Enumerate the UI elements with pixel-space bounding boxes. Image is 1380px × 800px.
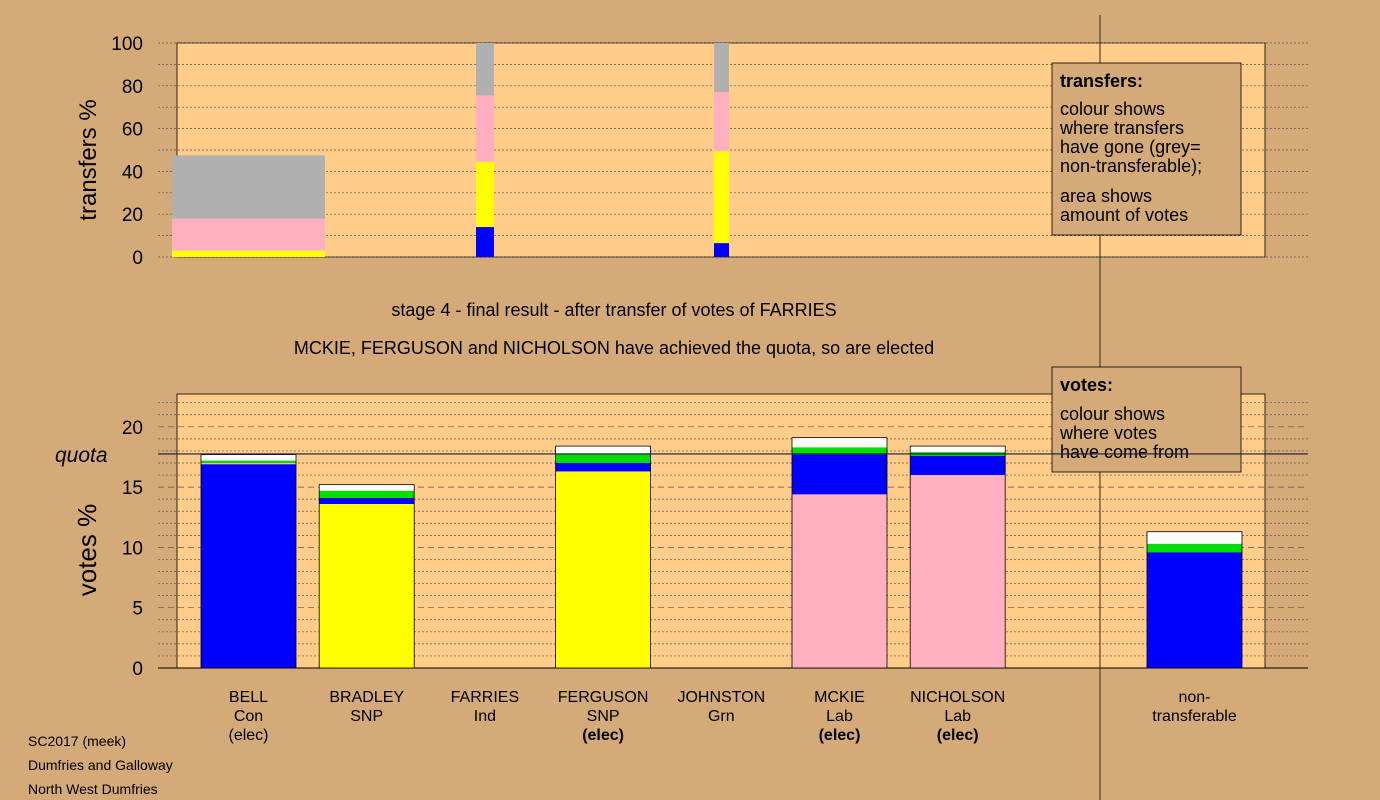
vote-bar-outline-nontransferable	[1146, 531, 1243, 669]
transfer-segment-bell-snp	[172, 250, 325, 257]
transfer-segment-farries-lab	[476, 95, 494, 162]
transfers-y-tick: 40	[122, 162, 143, 183]
candidate-name: FARRIES	[451, 689, 519, 706]
candidate-status: (elec)	[819, 727, 861, 744]
transfers-legend-line: where transfers	[1059, 118, 1184, 138]
candidate-party: Lab	[826, 708, 853, 725]
vote-bar-outline-bell	[200, 454, 297, 669]
candidate-name: NICHOLSON	[910, 689, 1005, 706]
votes-legend-line: have come from	[1060, 442, 1189, 462]
candidate-name: BELL	[229, 689, 268, 706]
quota-marker: quota	[55, 444, 1308, 467]
candidate-status: (elec)	[937, 727, 979, 744]
transfers-legend-title: transfers:	[1060, 71, 1143, 91]
vote-segment-bradley-snp	[319, 503, 415, 668]
transfer-segment-johnston-con	[714, 243, 729, 257]
transfers-legend-line: area shows	[1060, 186, 1152, 206]
votes-y-tick: 5	[132, 599, 143, 620]
vote-segment-bell-lab	[201, 462, 296, 465]
candidate-party: Con	[234, 708, 263, 725]
transfers-y-tick: 80	[122, 77, 143, 98]
vote-segment-bell-grn	[201, 460, 296, 463]
vote-bar-outline-mckie	[791, 437, 888, 669]
vote-segment-mckie-grn	[792, 447, 887, 455]
vote-segment-bradley-other	[319, 484, 415, 491]
transfer-segment-bell-nontransferable	[172, 155, 325, 219]
transfer-segment-johnston-snp	[714, 151, 729, 244]
vote-segment-nontransferable-con	[1147, 552, 1242, 668]
candidate-party: Ind	[474, 708, 496, 725]
nontransferable-label: non-	[1178, 689, 1210, 706]
transfers-legend-line: colour shows	[1060, 99, 1165, 119]
votes-y-tick: 20	[122, 418, 143, 439]
vote-segment-mckie-lab	[792, 494, 887, 668]
transfers-y-label: transfers %	[75, 99, 102, 220]
votes-y-label: votes %	[72, 504, 102, 597]
vote-segment-ferguson-grn	[555, 453, 651, 463]
candidate-status: (elec)	[228, 727, 268, 744]
candidate-name: BRADLEY	[329, 689, 404, 706]
candidate-name: FERGUSON	[558, 689, 649, 706]
votes-legend-line: where votes	[1059, 423, 1157, 443]
transfers-y-tick: 100	[111, 34, 143, 55]
footer-council: Dumfries and Galloway	[28, 757, 173, 773]
transfers-y-tick: 60	[122, 120, 143, 141]
votes-y-tick: 15	[122, 478, 143, 499]
vote-segment-bell-other	[201, 454, 296, 461]
vote-segment-nicholson-other	[910, 446, 1006, 453]
transfer-segment-bell-lab	[172, 218, 325, 251]
footer-election: SC2017 (meek)	[28, 733, 127, 749]
vote-segment-ferguson-other	[555, 446, 651, 454]
candidate-name: JOHNSTON	[677, 689, 765, 706]
candidate-party: SNP	[350, 708, 383, 725]
candidate-party: Lab	[944, 708, 971, 725]
vote-segment-nicholson-lab	[910, 475, 1006, 668]
vote-segment-nicholson-con	[910, 455, 1006, 476]
transfers-legend-line: non-transferable);	[1060, 156, 1202, 176]
transfers-y-tick: 0	[132, 248, 143, 269]
vote-segment-nontransferable-grn	[1147, 543, 1242, 553]
nontransferable-label: transferable	[1152, 708, 1237, 725]
votes-y-tick: 10	[122, 538, 143, 559]
candidate-name: MCKIE	[814, 689, 865, 706]
transfer-segment-farries-snp	[476, 161, 494, 228]
votes-legend-line: colour shows	[1060, 404, 1165, 424]
vote-bar-outline-ferguson	[555, 445, 651, 669]
candidate-status: (elec)	[582, 727, 624, 744]
transfer-segment-farries-con	[476, 227, 494, 257]
vote-segment-mckie-other	[792, 437, 887, 448]
vote-segment-bradley-grn	[319, 490, 415, 498]
transfers-legend-line: amount of votes	[1060, 205, 1188, 225]
votes-legend-title: votes:	[1060, 375, 1113, 395]
footer-ward: North West Dumfries	[28, 781, 158, 797]
stage-title: stage 4 - final result - after transfer …	[391, 300, 836, 320]
vote-segment-bradley-con	[319, 497, 415, 504]
transfers-y-tick: 20	[122, 205, 143, 226]
vote-segment-ferguson-con	[555, 462, 651, 472]
candidate-party: Grn	[708, 708, 735, 725]
vote-segment-mckie-con	[792, 454, 887, 495]
vote-bar-outline-bradley	[318, 484, 415, 669]
votes-y-tick: 0	[132, 659, 143, 680]
quota-label: quota	[55, 444, 108, 467]
transfer-segment-johnston-nontransferable	[714, 43, 729, 93]
stage-subtitle: MCKIE, FERGUSON and NICHOLSON have achie…	[294, 338, 934, 358]
transfers-legend-line: have gone (grey=	[1060, 137, 1201, 157]
vote-bar-outline-nicholson	[909, 445, 1006, 669]
transfer-segment-farries-nontransferable	[476, 43, 494, 96]
vote-segment-bell-con	[201, 464, 296, 668]
candidate-party: SNP	[587, 708, 620, 725]
vote-segment-nontransferable-other	[1147, 531, 1242, 544]
transfer-segment-johnston-lab	[714, 92, 729, 152]
vote-segment-ferguson-snp	[555, 471, 651, 668]
